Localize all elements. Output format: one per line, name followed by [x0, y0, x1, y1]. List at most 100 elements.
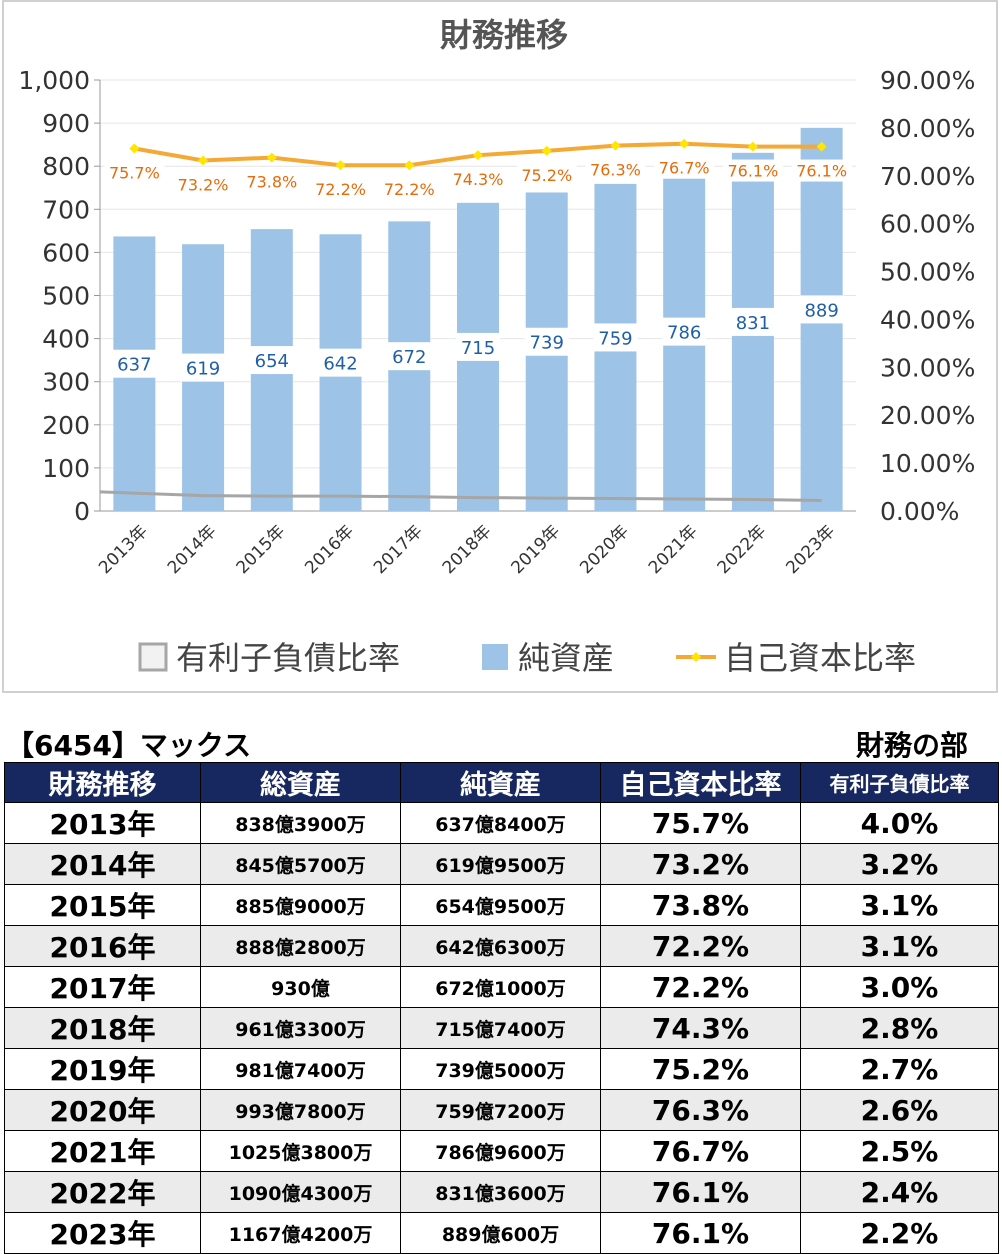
- line-value-label: 76.1%: [796, 162, 847, 181]
- cell-total-assets: 845億5700万: [200, 843, 401, 885]
- table-row: 2019年 981億7400万 739億5000万 75.2% 2.7%: [4, 1048, 999, 1090]
- cell-total-assets: 1090億4300万: [200, 1171, 401, 1213]
- cell-equity-ratio: 76.7%: [600, 1130, 801, 1172]
- point-equity-ratio: [129, 143, 140, 154]
- cell-net-assets: 715億7400万: [400, 1007, 601, 1049]
- line-value-label: 76.1%: [727, 162, 778, 181]
- y-axis-tick-label: 300: [42, 368, 90, 397]
- x-axis-tick-label: 2020年: [576, 521, 633, 578]
- line-value-label: 75.7%: [109, 163, 160, 182]
- line-label-bg: [585, 158, 646, 181]
- x-axis-tick-label: 2015年: [233, 521, 290, 578]
- col-header-year: 財務推移: [4, 762, 201, 803]
- legend-swatch-debt-ratio: [138, 642, 168, 672]
- line-value-label: 76.3%: [590, 161, 641, 180]
- bar-value-label: 619: [186, 359, 220, 380]
- line-label-bg: [104, 161, 165, 184]
- y2-axis-tick-label: 50.00%: [880, 258, 975, 287]
- legend-swatch-net-assets: [482, 644, 508, 670]
- cell-debt-ratio: 2.8%: [800, 1007, 999, 1049]
- cell-net-assets: 889億600万: [400, 1212, 601, 1254]
- cell-net-assets: 672億1000万: [400, 966, 601, 1008]
- line-label-bg: [654, 156, 715, 179]
- cell-year: 2020年: [4, 1089, 201, 1131]
- cell-total-assets: 993億7800万: [200, 1089, 401, 1131]
- cell-equity-ratio: 76.3%: [600, 1089, 801, 1131]
- col-header-debt-ratio: 有利子負債比率: [800, 762, 999, 803]
- cell-equity-ratio: 76.1%: [600, 1212, 801, 1254]
- col-header-total-assets: 総資産: [200, 762, 401, 803]
- bar-label-bg: [524, 327, 569, 356]
- table-row: 2023年 1167億4200万 889億600万 76.1% 2.2%: [4, 1212, 999, 1254]
- line-label-bg: [379, 178, 440, 201]
- x-axis-tick-label: 2022年: [714, 521, 771, 578]
- line-label-bg: [241, 170, 302, 193]
- cell-total-assets: 885億9000万: [200, 884, 401, 926]
- cell-year: 2022年: [4, 1171, 201, 1213]
- y2-axis-tick-label: 40.00%: [880, 305, 975, 334]
- bar-value-label: 654: [255, 351, 289, 372]
- table-row: 2022年 1090億4300万 831億3600万 76.1% 2.4%: [4, 1171, 999, 1213]
- legend-label-net-assets: 純資産: [518, 639, 614, 677]
- cell-equity-ratio: 76.1%: [600, 1171, 801, 1213]
- table-row: 2014年 845億5700万 619億9500万 73.2% 3.2%: [4, 843, 999, 885]
- line-value-label: 73.8%: [246, 173, 297, 192]
- x-axis-tick-label: 2023年: [782, 521, 839, 578]
- bar-label-bg: [181, 353, 226, 382]
- table-row: 2013年 838億3900万 637億8400万 75.7% 4.0%: [4, 802, 999, 844]
- cell-year: 2017年: [4, 966, 201, 1008]
- point-equity-ratio: [679, 138, 690, 149]
- financial-table: 財務推移 総資産 純資産 自己資本比率 有利子負債比率 2013年 838億390…: [4, 762, 999, 1254]
- chart-title: 財務推移: [440, 16, 568, 54]
- point-equity-ratio: [816, 141, 827, 152]
- bar-label-bg: [593, 323, 638, 352]
- point-equity-ratio: [541, 145, 552, 156]
- cell-year: 2016年: [4, 925, 201, 967]
- y-axis-tick-label: 500: [42, 282, 90, 311]
- y-axis-tick-label: 700: [42, 195, 90, 224]
- x-axis-tick-label: 2014年: [164, 521, 221, 578]
- y-axis-tick-label: 0: [74, 497, 90, 526]
- y2-axis-tick-label: 10.00%: [880, 449, 975, 478]
- cell-total-assets: 961億3300万: [200, 1007, 401, 1049]
- cell-equity-ratio: 72.2%: [600, 925, 801, 967]
- cell-net-assets: 739億5000万: [400, 1048, 601, 1090]
- cell-net-assets: 654億9500万: [400, 884, 601, 926]
- cell-net-assets: 831億3600万: [400, 1171, 601, 1213]
- cell-year: 2023年: [4, 1212, 201, 1254]
- x-axis-tick-label: 2016年: [301, 521, 358, 578]
- x-axis-tick-label: 2013年: [95, 521, 152, 578]
- bar-value-label: 715: [461, 338, 495, 359]
- y-axis-tick-label: 900: [42, 109, 90, 138]
- line-value-label: 75.2%: [521, 166, 572, 185]
- line-label-bg: [791, 159, 852, 182]
- bar-label-bg: [456, 332, 500, 361]
- table-row: 2021年 1025億3800万 786億9600万 76.7% 2.5%: [4, 1130, 999, 1172]
- cell-equity-ratio: 73.8%: [600, 884, 801, 926]
- cell-equity-ratio: 75.2%: [600, 1048, 801, 1090]
- line-debt-ratio: [99, 490, 822, 502]
- y-axis-tick-label: 100: [42, 454, 90, 483]
- point-equity-ratio: [335, 160, 346, 171]
- table-row: 2015年 885億9000万 654億9500万 73.8% 3.1%: [4, 884, 999, 926]
- line-value-label: 72.2%: [384, 180, 435, 199]
- cell-debt-ratio: 2.5%: [800, 1130, 999, 1172]
- y2-axis-tick-label: 90.00%: [880, 66, 975, 95]
- line-label-bg: [173, 173, 234, 196]
- bar-value-label: 642: [323, 354, 357, 375]
- y2-axis-tick-label: 80.00%: [880, 114, 975, 143]
- x-axis-tick-label: 2018年: [439, 521, 496, 578]
- bar-label-bg: [387, 342, 432, 371]
- point-equity-ratio: [747, 141, 758, 152]
- cell-total-assets: 981億7400万: [200, 1048, 401, 1090]
- bar-label-bg: [730, 307, 775, 336]
- cell-debt-ratio: 3.1%: [800, 884, 999, 926]
- line-label-bg: [448, 168, 508, 191]
- cell-year: 2015年: [4, 884, 201, 926]
- line-value-label: 76.7%: [659, 159, 710, 178]
- table-row: 2016年 888億2800万 642億6300万 72.2% 3.1%: [4, 925, 999, 967]
- cell-equity-ratio: 72.2%: [600, 966, 801, 1008]
- cell-debt-ratio: 2.4%: [800, 1171, 999, 1213]
- cell-year: 2018年: [4, 1007, 201, 1049]
- cell-total-assets: 930億: [200, 966, 401, 1008]
